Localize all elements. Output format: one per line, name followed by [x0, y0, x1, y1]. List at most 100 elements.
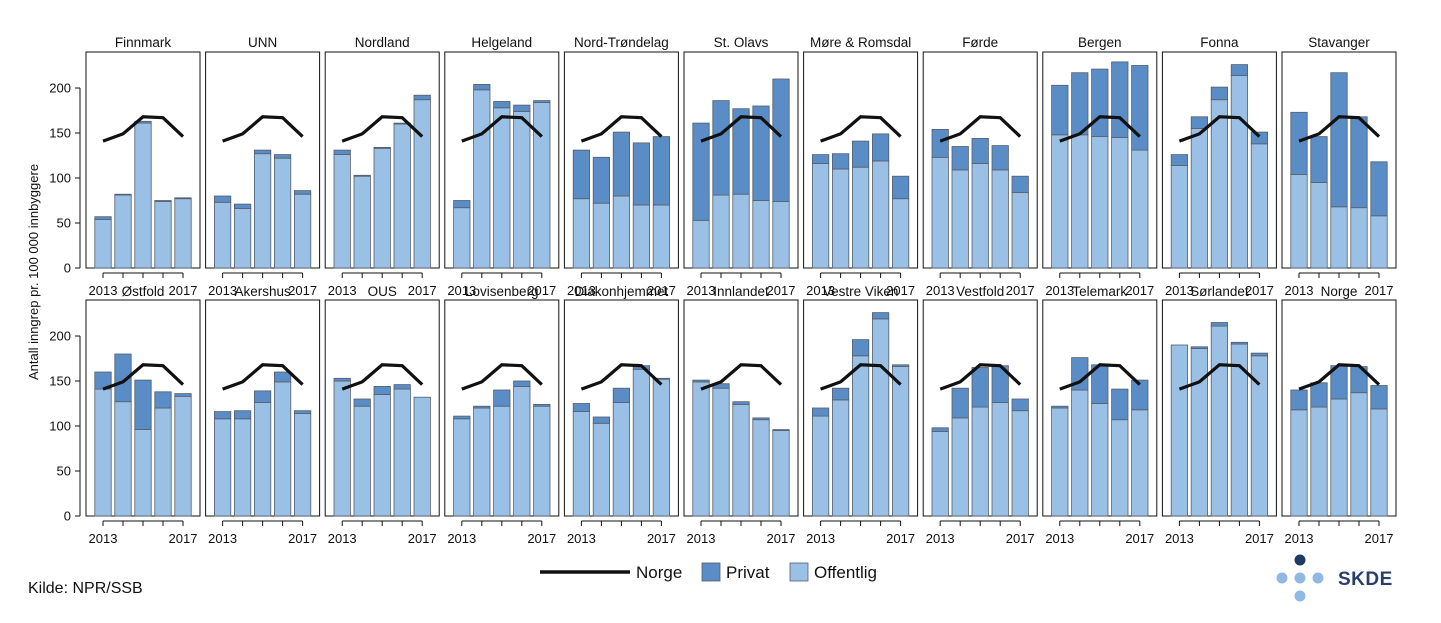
norge-reference-line	[1298, 363, 1381, 391]
bar-offentlig	[592, 202, 611, 269]
bar-privat	[453, 200, 471, 209]
norge-reference-line	[102, 363, 185, 391]
bar-offentlig	[493, 405, 511, 517]
bar-privat	[333, 149, 351, 156]
bar-privat	[931, 427, 949, 432]
bar-privat	[732, 401, 750, 405]
norge-reference-line	[102, 115, 185, 143]
x-tick-label: 2017	[288, 283, 317, 298]
panel-title: UNN	[248, 35, 277, 50]
bar-offentlig	[473, 89, 491, 269]
x-tick-label: 2013	[447, 283, 476, 298]
bar-offentlig	[852, 166, 870, 269]
y-tick-label: 150	[49, 374, 71, 389]
bar-privat	[971, 137, 989, 164]
norge-reference-line	[461, 363, 543, 391]
bar-offentlig	[572, 411, 591, 517]
bar-offentlig	[373, 394, 391, 517]
panel-title: Diakonhjemmet	[575, 284, 669, 299]
bar-privat	[1111, 388, 1129, 421]
bar-offentlig	[632, 204, 651, 269]
bar-privat	[931, 128, 949, 158]
x-tick-label: 2013	[687, 283, 716, 298]
norge-reference-line	[1059, 115, 1141, 143]
bar-offentlig	[114, 401, 132, 517]
legend-offentlig-label: Offentlig	[814, 563, 877, 582]
bar-offentlig	[413, 99, 431, 269]
x-tick-label: 2017	[886, 283, 915, 298]
bar-privat	[1190, 116, 1208, 129]
bar-offentlig	[1330, 206, 1348, 269]
bar-privat	[852, 339, 870, 357]
panel-title: Innlandet	[713, 284, 769, 299]
bar-offentlig	[772, 430, 790, 517]
bar-offentlig	[134, 429, 152, 517]
bar-privat	[513, 380, 531, 387]
bar-offentlig	[1310, 182, 1328, 269]
norge-reference-line	[820, 363, 902, 391]
bar-offentlig	[1370, 215, 1388, 269]
bar-privat	[1290, 111, 1308, 175]
bar-offentlig	[154, 200, 172, 269]
norge-reference-line	[461, 115, 543, 143]
bar-privat	[732, 108, 750, 195]
panel-stavanger: Stavanger 2013 2017	[1281, 35, 1397, 298]
norge-reference-line	[222, 363, 304, 391]
x-tick-label: 2013	[687, 531, 716, 546]
bar-offentlig	[413, 396, 431, 517]
bar-offentlig	[1071, 134, 1089, 269]
x-tick-label: 2013	[1165, 283, 1194, 298]
panel-title: Møre & Romsdal	[810, 35, 911, 50]
bar-privat	[991, 145, 1009, 171]
bar-offentlig	[1190, 348, 1208, 517]
bar-offentlig	[1230, 75, 1248, 269]
bar-privat	[812, 154, 830, 165]
bar-offentlig	[293, 193, 312, 269]
bar-privat	[612, 387, 631, 404]
bar-privat	[832, 153, 850, 170]
x-tick-label: 2017	[647, 531, 676, 546]
bar-privat	[692, 122, 710, 221]
panel-title: Finnmark	[115, 35, 172, 50]
bar-offentlig	[1011, 410, 1029, 517]
x-tick-label: 2017	[527, 531, 556, 546]
bar-privat	[1350, 116, 1368, 209]
bar-privat	[273, 154, 292, 159]
bar-privat	[154, 391, 172, 409]
bar-offentlig	[1310, 406, 1328, 517]
panel-title: Lovisenberg	[465, 284, 539, 299]
bar-privat	[1290, 389, 1308, 411]
bar-privat	[1011, 398, 1029, 412]
bar-privat	[233, 203, 252, 210]
norge-reference-line	[820, 115, 902, 143]
bar-offentlig	[712, 387, 730, 517]
x-tick-label: 2017	[408, 531, 437, 546]
bar-privat	[772, 429, 790, 431]
bar-offentlig	[772, 200, 790, 269]
bar-offentlig	[692, 219, 710, 269]
panel-title: Førde	[962, 35, 998, 50]
x-tick-label: 2017	[1006, 283, 1035, 298]
bar-privat	[1310, 136, 1328, 183]
x-tick-label: 2017	[1365, 283, 1394, 298]
bar-privat	[1131, 379, 1149, 411]
y-tick-label: 100	[49, 171, 71, 186]
x-tick-label: 2017	[408, 283, 437, 298]
skde-logo: SKDE	[1276, 554, 1392, 602]
bar-offentlig	[533, 405, 551, 517]
panel-norge: Norge 2013 2017	[1281, 284, 1397, 546]
x-tick-label: 2013	[1165, 531, 1194, 546]
panel-title: Norge	[1321, 284, 1358, 299]
panel-title: Østfold	[122, 284, 165, 299]
norge-reference-line	[1298, 115, 1381, 143]
x-tick-label: 2013	[447, 531, 476, 546]
bar-privat	[1190, 346, 1208, 349]
bar-privat	[1051, 84, 1069, 136]
bar-privat	[892, 364, 910, 367]
bar-offentlig	[812, 163, 830, 269]
norge-reference-line	[939, 363, 1022, 391]
bar-offentlig	[1170, 164, 1188, 269]
bar-privat	[253, 390, 272, 403]
bar-offentlig	[253, 402, 272, 517]
